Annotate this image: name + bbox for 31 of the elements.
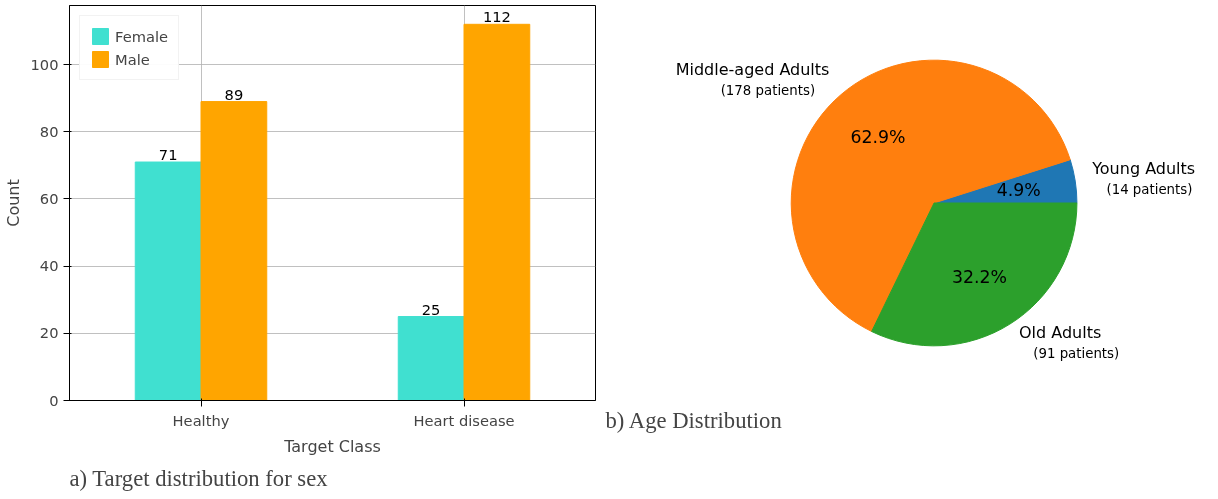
text: (178 patients) [720, 83, 816, 99]
slice-label: Young Adults [1091, 158, 1196, 178]
data-label: 32.2% [952, 267, 1008, 288]
slice-label: Middle-aged Adults [675, 60, 830, 80]
data-label: 71 [158, 146, 178, 164]
text: (91 patients) [1033, 345, 1120, 361]
x-axis-title: Target Class [283, 436, 381, 456]
y-tick-label: 20 [39, 324, 59, 342]
text: b) Age Distribution [605, 407, 782, 433]
data-label: 4.9% [996, 179, 1041, 200]
bar [134, 161, 202, 401]
y-tick-label: 0 [49, 391, 59, 409]
slice-label: Old Adults [1018, 322, 1102, 342]
legend-label: Male [115, 50, 150, 68]
legend-label: Female [115, 27, 168, 45]
x-tick-label: Healthy [172, 411, 230, 429]
y-tick-label: 80 [39, 122, 59, 140]
data-label: 62.9% [850, 126, 906, 147]
y-tick-label: 40 [39, 257, 59, 275]
y-axis-title: Count [3, 179, 23, 227]
y-tick-label: 60 [39, 189, 59, 207]
bar [397, 316, 465, 401]
text: a) Target distribution for sex [69, 465, 329, 491]
data-label: 112 [482, 8, 511, 26]
data-label: 25 [421, 300, 441, 318]
bar [463, 23, 531, 401]
text: (14 patients) [1106, 181, 1193, 197]
x-tick-label: Heart disease [413, 411, 515, 429]
y-tick-label: 100 [30, 55, 59, 73]
bar [200, 101, 268, 401]
data-label: 89 [224, 85, 244, 103]
